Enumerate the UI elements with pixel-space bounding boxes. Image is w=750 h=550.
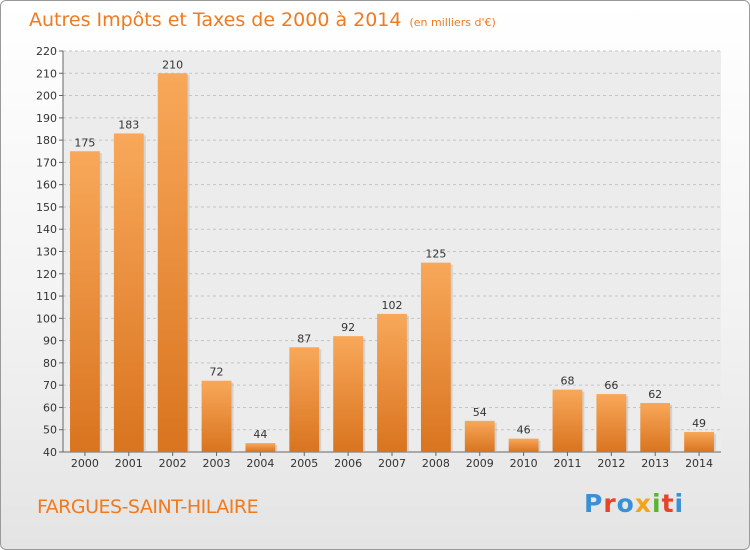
y-tick-label: 200 bbox=[36, 90, 57, 103]
logo-letter: P bbox=[584, 489, 604, 518]
x-tick-label: 2006 bbox=[334, 457, 362, 470]
proxiti-logo: Proxiti bbox=[584, 489, 684, 518]
y-tick-label: 40 bbox=[43, 446, 57, 459]
y-tick-label: 150 bbox=[36, 201, 57, 214]
data-label: 62 bbox=[648, 388, 662, 401]
y-tick-label: 50 bbox=[43, 424, 57, 437]
data-label: 72 bbox=[210, 366, 224, 379]
bar bbox=[333, 336, 364, 452]
x-tick-label: 2003 bbox=[203, 457, 231, 470]
y-tick-label: 70 bbox=[43, 379, 57, 392]
y-tick-label: 60 bbox=[43, 401, 57, 414]
y-tick-label: 190 bbox=[36, 112, 57, 125]
y-tick-label: 120 bbox=[36, 268, 57, 281]
y-tick-label: 160 bbox=[36, 179, 57, 192]
bar bbox=[289, 347, 320, 452]
x-tick-label: 2011 bbox=[553, 457, 581, 470]
x-tick-label: 2009 bbox=[466, 457, 494, 470]
logo-letter: i bbox=[674, 489, 685, 518]
y-tick-label: 140 bbox=[36, 223, 57, 236]
data-label: 68 bbox=[560, 375, 574, 388]
bar bbox=[157, 73, 188, 453]
bar bbox=[201, 380, 232, 452]
y-tick-label: 100 bbox=[36, 312, 57, 325]
commune-name: FARGUES-SAINT-HILAIRE bbox=[37, 496, 259, 518]
x-tick-label: 2000 bbox=[71, 457, 99, 470]
logo-letter: t bbox=[661, 489, 675, 518]
bar bbox=[113, 133, 144, 452]
y-tick-label: 90 bbox=[43, 335, 57, 348]
x-tick-label: 2014 bbox=[685, 457, 713, 470]
bar bbox=[552, 389, 583, 452]
bar bbox=[508, 438, 539, 452]
logo-letter: o bbox=[616, 489, 635, 518]
y-tick-label: 130 bbox=[36, 246, 57, 259]
logo-letter: x bbox=[634, 489, 652, 518]
bar bbox=[420, 262, 451, 452]
chart-title: Autres Impôts et Taxes de 2000 à 2014 (en… bbox=[29, 9, 496, 31]
y-tick-label: 210 bbox=[36, 67, 57, 80]
bar bbox=[464, 420, 495, 452]
data-label: 49 bbox=[692, 417, 706, 430]
data-label: 44 bbox=[253, 428, 267, 441]
y-tick-label: 220 bbox=[36, 45, 57, 58]
y-tick-label: 170 bbox=[36, 156, 57, 169]
unit-label: (en milliers d'€) bbox=[409, 16, 496, 29]
x-tick-label: 2004 bbox=[246, 457, 274, 470]
y-tick-label: 80 bbox=[43, 357, 57, 370]
y-tick-label: 110 bbox=[36, 290, 57, 303]
data-label: 66 bbox=[604, 379, 618, 392]
data-label: 125 bbox=[425, 248, 446, 261]
data-label: 54 bbox=[473, 406, 487, 419]
data-label: 46 bbox=[517, 424, 531, 437]
x-tick-label: 2007 bbox=[378, 457, 406, 470]
data-label: 87 bbox=[297, 332, 311, 345]
data-label: 183 bbox=[118, 118, 139, 131]
x-tick-label: 2010 bbox=[510, 457, 538, 470]
x-tick-label: 2005 bbox=[290, 457, 318, 470]
bar bbox=[70, 151, 100, 452]
x-tick-label: 2013 bbox=[641, 457, 669, 470]
bar bbox=[640, 402, 671, 452]
data-label: 210 bbox=[162, 58, 183, 71]
bar bbox=[377, 313, 407, 452]
bar bbox=[596, 394, 627, 452]
y-tick-label: 180 bbox=[36, 134, 57, 147]
x-tick-label: 2012 bbox=[597, 457, 625, 470]
x-tick-label: 2002 bbox=[159, 457, 187, 470]
logo-letter: i bbox=[652, 489, 662, 518]
data-label: 175 bbox=[74, 136, 95, 149]
x-tick-label: 2008 bbox=[422, 457, 450, 470]
logo-letter: r bbox=[603, 489, 617, 518]
data-label: 102 bbox=[382, 299, 403, 312]
bar bbox=[245, 443, 276, 452]
x-tick-label: 2001 bbox=[115, 457, 143, 470]
data-label: 92 bbox=[341, 321, 355, 334]
bar bbox=[684, 431, 714, 452]
